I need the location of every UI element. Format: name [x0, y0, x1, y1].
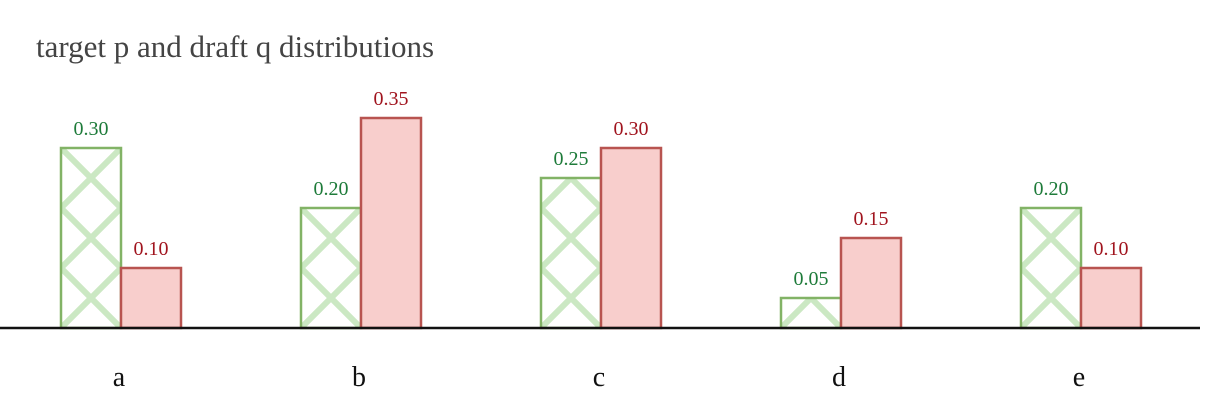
- x-tick-label: c: [593, 362, 605, 393]
- bar: [599, 146, 663, 330]
- bar: [539, 176, 603, 330]
- value-label: 0.30: [74, 118, 109, 140]
- bar: [1079, 266, 1143, 330]
- value-label: 0.05: [794, 268, 829, 290]
- bar: [59, 146, 123, 330]
- bar: [1019, 206, 1083, 330]
- value-label: 0.25: [554, 148, 589, 170]
- x-tick-label: b: [352, 362, 366, 393]
- value-label: 0.20: [1034, 178, 1069, 200]
- chart-title: target p and draft q distributions: [36, 29, 434, 64]
- bar: [299, 206, 363, 330]
- x-tick-label: a: [113, 362, 126, 393]
- value-label: 0.10: [1094, 238, 1129, 260]
- value-label: 0.30: [614, 118, 649, 140]
- value-label: 0.10: [134, 238, 169, 260]
- x-tick-label: e: [1073, 362, 1085, 393]
- bar: [359, 116, 423, 330]
- value-label: 0.20: [314, 178, 349, 200]
- bar: [119, 266, 183, 330]
- value-label: 0.15: [854, 208, 889, 230]
- value-label: 0.35: [374, 88, 409, 110]
- bar: [779, 296, 843, 330]
- bar: [839, 236, 903, 330]
- x-tick-label: d: [832, 362, 846, 393]
